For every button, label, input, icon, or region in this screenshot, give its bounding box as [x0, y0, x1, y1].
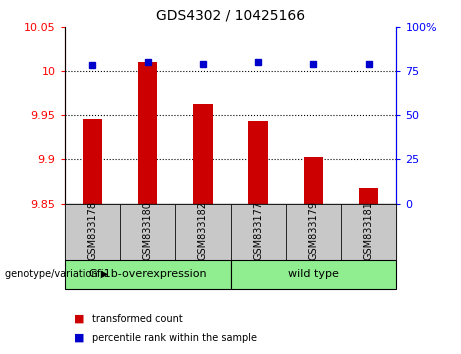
- Text: GSM833177: GSM833177: [253, 201, 263, 260]
- Text: GSM833181: GSM833181: [364, 201, 374, 260]
- Bar: [138, 62, 157, 204]
- Title: GDS4302 / 10425166: GDS4302 / 10425166: [156, 8, 305, 23]
- Bar: [120, 204, 175, 260]
- Bar: [304, 156, 323, 204]
- Bar: [175, 204, 230, 260]
- Text: Gfi1b-overexpression: Gfi1b-overexpression: [88, 269, 207, 279]
- Bar: [359, 188, 378, 204]
- Text: transformed count: transformed count: [92, 314, 183, 324]
- Text: GSM833180: GSM833180: [142, 201, 153, 260]
- Bar: [341, 204, 396, 260]
- Bar: [230, 204, 286, 260]
- Bar: [65, 204, 120, 260]
- Text: ■: ■: [74, 333, 84, 343]
- Text: percentile rank within the sample: percentile rank within the sample: [92, 333, 257, 343]
- Text: ■: ■: [74, 314, 84, 324]
- Text: GSM833182: GSM833182: [198, 201, 208, 260]
- Bar: [248, 121, 268, 204]
- Bar: [65, 260, 230, 289]
- Bar: [286, 204, 341, 260]
- Bar: [193, 104, 213, 204]
- Text: GSM833179: GSM833179: [308, 201, 319, 260]
- Bar: [230, 260, 396, 289]
- Text: wild type: wild type: [288, 269, 339, 279]
- Text: genotype/variation ▶: genotype/variation ▶: [5, 269, 108, 279]
- Text: GSM833178: GSM833178: [87, 201, 97, 260]
- Bar: [83, 119, 102, 204]
